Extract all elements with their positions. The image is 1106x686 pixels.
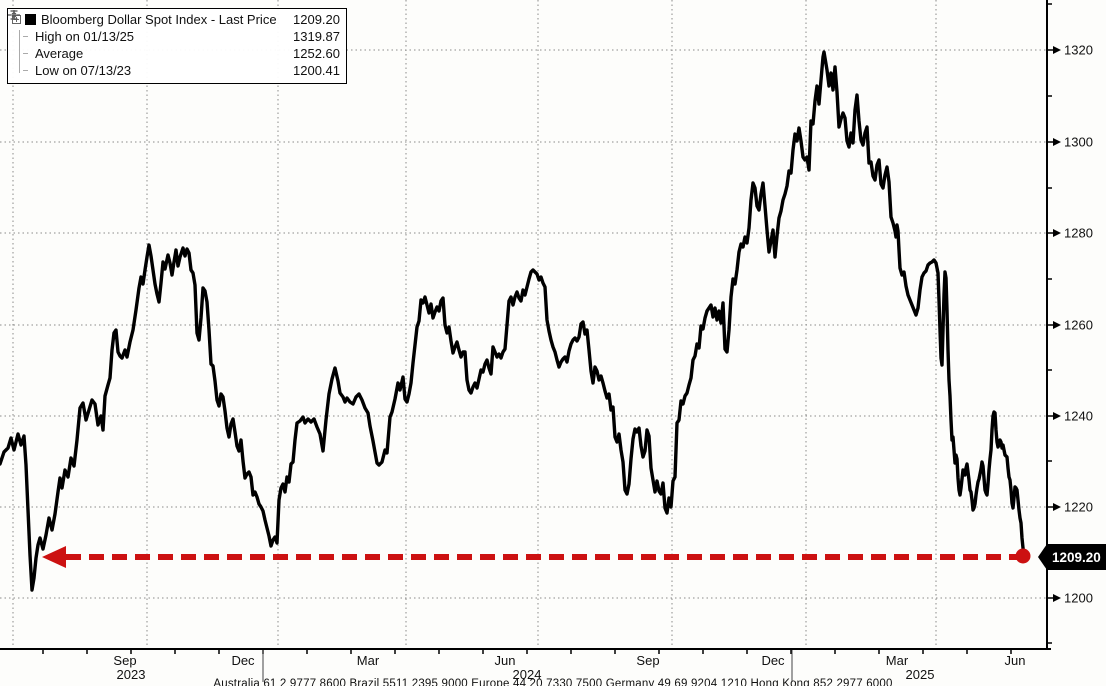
y-tick-arrow-icon	[1053, 503, 1061, 511]
y-tick-arrow-icon	[1053, 229, 1061, 237]
y-tick-arrow-icon	[1053, 46, 1061, 54]
y-tick-arrow-icon	[1053, 594, 1061, 602]
x-axis-year-label: 2023	[117, 667, 146, 682]
y-axis-label: 1260	[1064, 318, 1093, 333]
legend-box: Bloomberg Dollar Spot Index - Last Price…	[7, 8, 347, 84]
x-axis-month-label: Mar	[357, 653, 380, 668]
footer-ticker: Australia 61 2 9777 8600 Brazil 5511 239…	[213, 678, 893, 686]
y-axis-label: 1320	[1064, 43, 1093, 58]
x-axis-year-label: 2025	[906, 667, 935, 682]
legend-series-row[interactable]: Bloomberg Dollar Spot Index - Last Price…	[12, 11, 340, 28]
x-axis-month-label: Sep	[113, 653, 136, 668]
x-axis-month-label: Mar	[886, 653, 909, 668]
last-price-tag-label: 1209.20	[1052, 550, 1101, 565]
last-price-dot	[1015, 548, 1031, 564]
left-arrow-icon	[42, 546, 66, 568]
average-value: 1252.60	[293, 46, 340, 61]
x-axis-year-label: 2024	[513, 667, 542, 682]
x-axis-month-label: Jun	[495, 653, 516, 668]
y-axis-label: 1240	[1064, 409, 1093, 424]
y-axis-label: 1220	[1064, 500, 1093, 515]
x-axis-month-label: Dec	[231, 653, 255, 668]
x-axis-month-label: Jun	[1005, 653, 1026, 668]
legend-average-row: Average 1252.60	[8, 12, 340, 62]
y-axis-label: 1280	[1064, 226, 1093, 241]
y-axis-label: 1200	[1064, 591, 1093, 606]
y-tick-arrow-icon	[1053, 412, 1061, 420]
y-tick-arrow-icon	[1053, 138, 1061, 146]
last-price-tag	[1038, 544, 1106, 570]
high-value: 1319.87	[293, 29, 340, 44]
price-line	[0, 50, 1026, 592]
x-axis-month-label: Dec	[761, 653, 785, 668]
legend-tree-connector	[19, 30, 20, 73]
series-swatch-icon	[25, 14, 36, 25]
low-label: Low on 07/13/23	[35, 63, 132, 78]
average-label: Average	[35, 46, 84, 61]
series-last-value: 1209.20	[293, 12, 340, 27]
legend-low-row: Low on 07/13/23 1200.41	[10, 10, 340, 79]
high-label: High on 01/13/25	[35, 29, 135, 44]
legend-high-row: High on 01/13/25 1319.87	[10, 10, 340, 45]
y-tick-arrow-icon	[1053, 321, 1061, 329]
series-label: Bloomberg Dollar Spot Index - Last Price	[41, 12, 277, 27]
y-axis-label: 1300	[1064, 135, 1093, 150]
low-value: 1200.41	[293, 63, 340, 78]
x-axis-month-label: Sep	[636, 653, 659, 668]
